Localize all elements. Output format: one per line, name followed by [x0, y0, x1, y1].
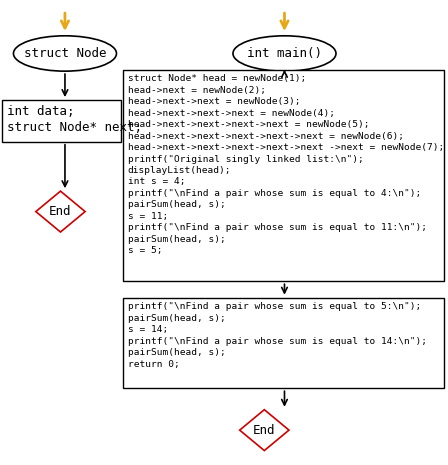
Text: End: End — [49, 205, 72, 218]
Text: int main(): int main() — [247, 47, 322, 60]
Text: End: End — [253, 424, 276, 437]
Text: struct Node* head = newNode(1);
head->next = newNode(2);
head->next->next = newN: struct Node* head = newNode(1); head->ne… — [128, 74, 444, 255]
Text: struct Node: struct Node — [24, 47, 106, 60]
FancyBboxPatch shape — [123, 298, 444, 388]
Polygon shape — [240, 410, 289, 451]
Ellipse shape — [233, 36, 336, 71]
Text: int data;
struct Node* next;: int data; struct Node* next; — [7, 105, 142, 134]
FancyBboxPatch shape — [2, 100, 121, 142]
FancyBboxPatch shape — [123, 70, 444, 281]
Polygon shape — [36, 191, 85, 232]
Text: printf("\nFind a pair whose sum is equal to 5:\n");
pairSum(head, s);
s = 14;
pr: printf("\nFind a pair whose sum is equal… — [128, 302, 426, 368]
Ellipse shape — [13, 36, 116, 71]
